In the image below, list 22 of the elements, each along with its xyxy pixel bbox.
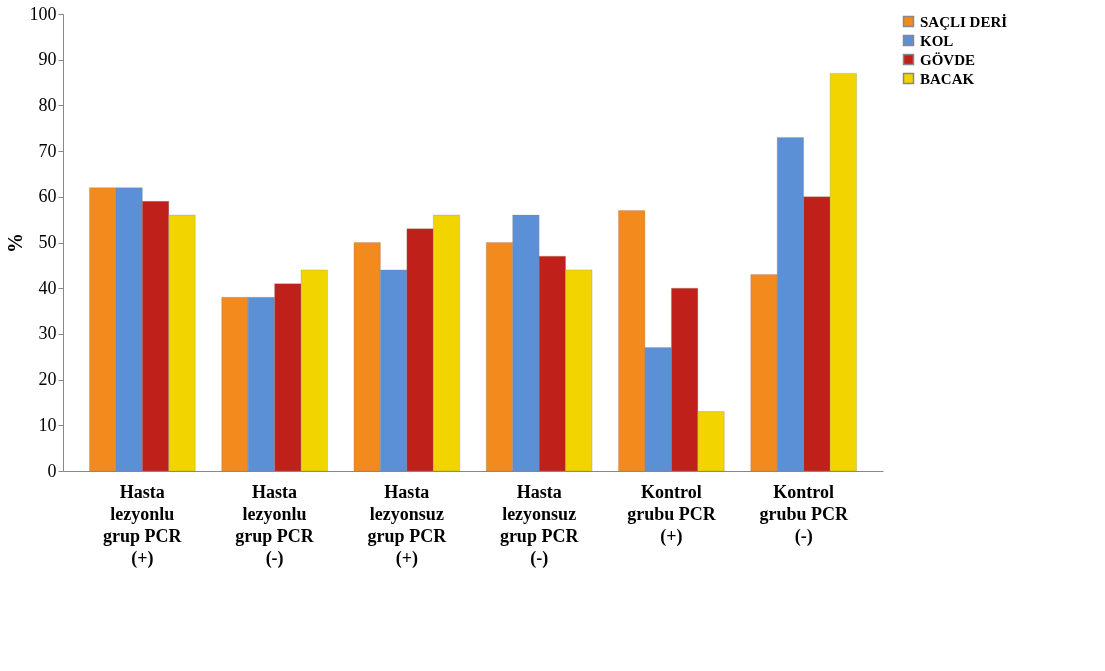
x-tick-label: Hasta lezyonsuz grup PCR (+) [367,481,448,569]
legend-label: KOL [920,32,954,49]
x-tick-label: Hasta lezyonlu grup PCR (-) [235,481,315,569]
y-tick-label: 60 [38,186,57,207]
x-tick-label: Hasta lezyonsuz grup PCR (-) [499,481,580,569]
x-tick-label: Kontrol grubu PCR (-) [759,481,849,547]
legend-label: GÖVDE [920,51,976,68]
y-tick-label: 80 [38,94,57,115]
y-tick-label: 40 [38,277,57,298]
y-tick-label: 50 [38,232,57,252]
y-axis-title: % [3,233,26,253]
y-tick-label: 20 [38,369,57,390]
y-tick-label: 0 [47,460,57,481]
legend-label: SAÇLI DERİ [920,13,1008,30]
y-tick-label: 100 [29,3,57,24]
y-tick-label: 30 [38,323,57,344]
x-tick-label: Kontrol grubu PCR (+) [627,481,717,547]
y-tick-label: 10 [38,414,57,435]
y-tick-label: 70 [38,140,57,161]
y-tick-label: 90 [38,49,57,70]
x-tick-label: Hasta lezyonlu grup PCR (+) [103,481,183,569]
legend-label: BACAK [920,70,975,87]
